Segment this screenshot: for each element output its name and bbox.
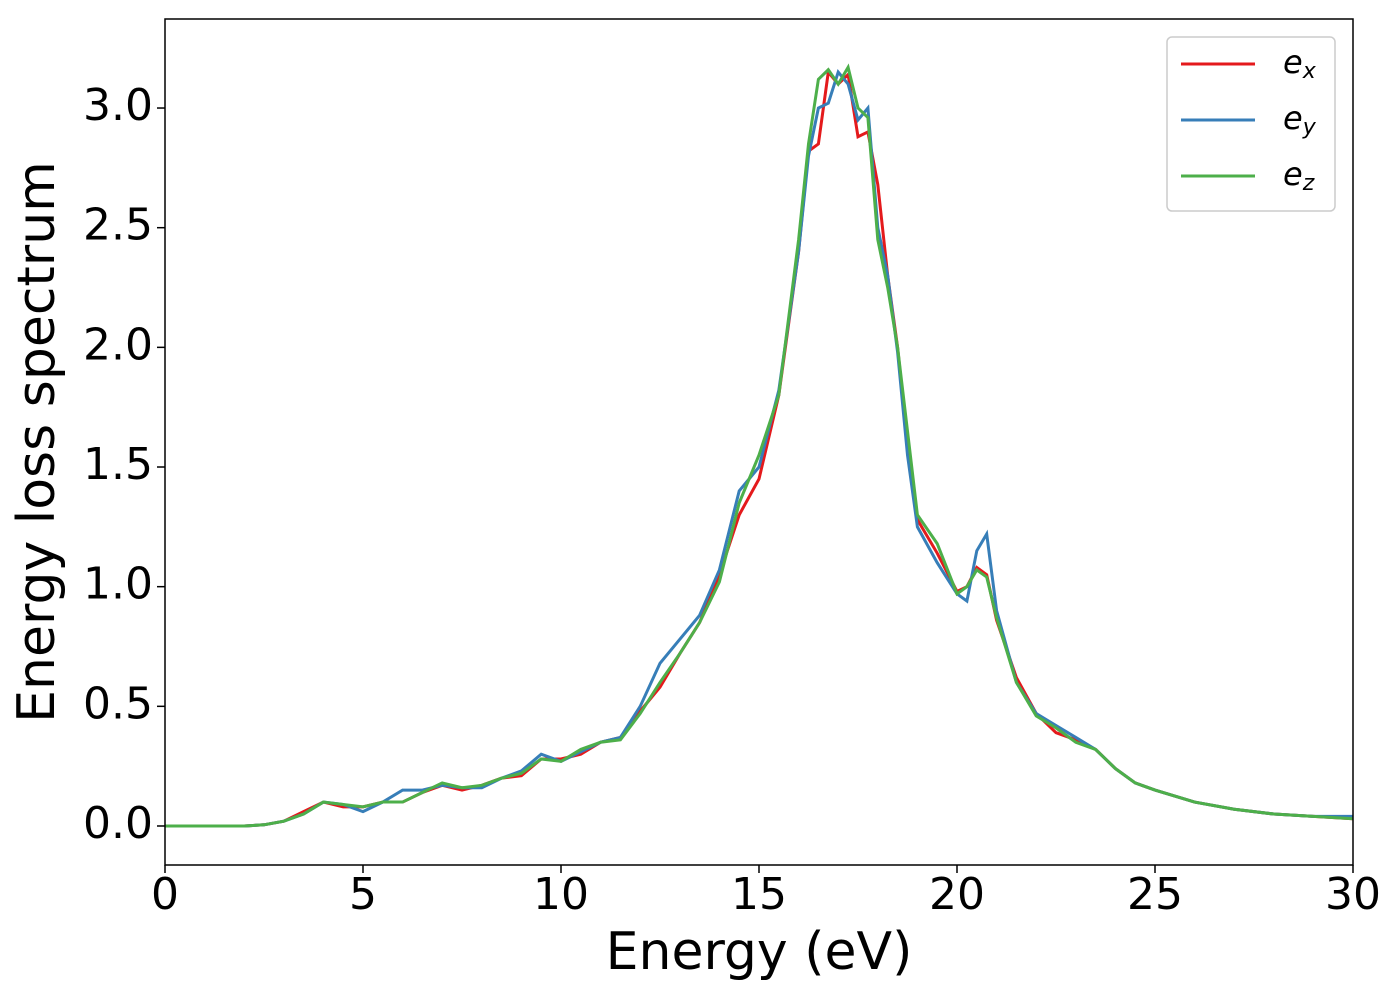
y-tick-label: 1.0 [83, 559, 153, 610]
data-line [165, 63, 1353, 828]
y-tick-label: 0.5 [83, 678, 153, 729]
legend-box [1166, 36, 1336, 212]
y-tick-label: 3.0 [83, 80, 153, 131]
y-axis-label: Energy loss spectrum [7, 161, 67, 723]
x-tick-label: 25 [1127, 869, 1183, 920]
y-tick-label: 1.5 [83, 439, 153, 490]
y-tick-label: 2.5 [83, 200, 153, 251]
x-tick-label: 0 [151, 869, 179, 920]
x-tick-label: 30 [1325, 869, 1381, 920]
y-tick-label: 0.0 [83, 798, 153, 849]
x-tick-label: 20 [929, 869, 985, 920]
x-tick-label: 15 [731, 869, 787, 920]
legend-label: ey [1283, 99, 1317, 140]
x-tick-label: 5 [349, 869, 377, 920]
plot-frame [164, 18, 1354, 866]
y-tick-label: 2.0 [83, 319, 153, 370]
legend-label: ez [1283, 155, 1315, 196]
legend-label: ex [1283, 43, 1317, 84]
x-tick-label: 10 [533, 869, 589, 920]
x-axis-label: Energy (eV) [606, 922, 913, 982]
